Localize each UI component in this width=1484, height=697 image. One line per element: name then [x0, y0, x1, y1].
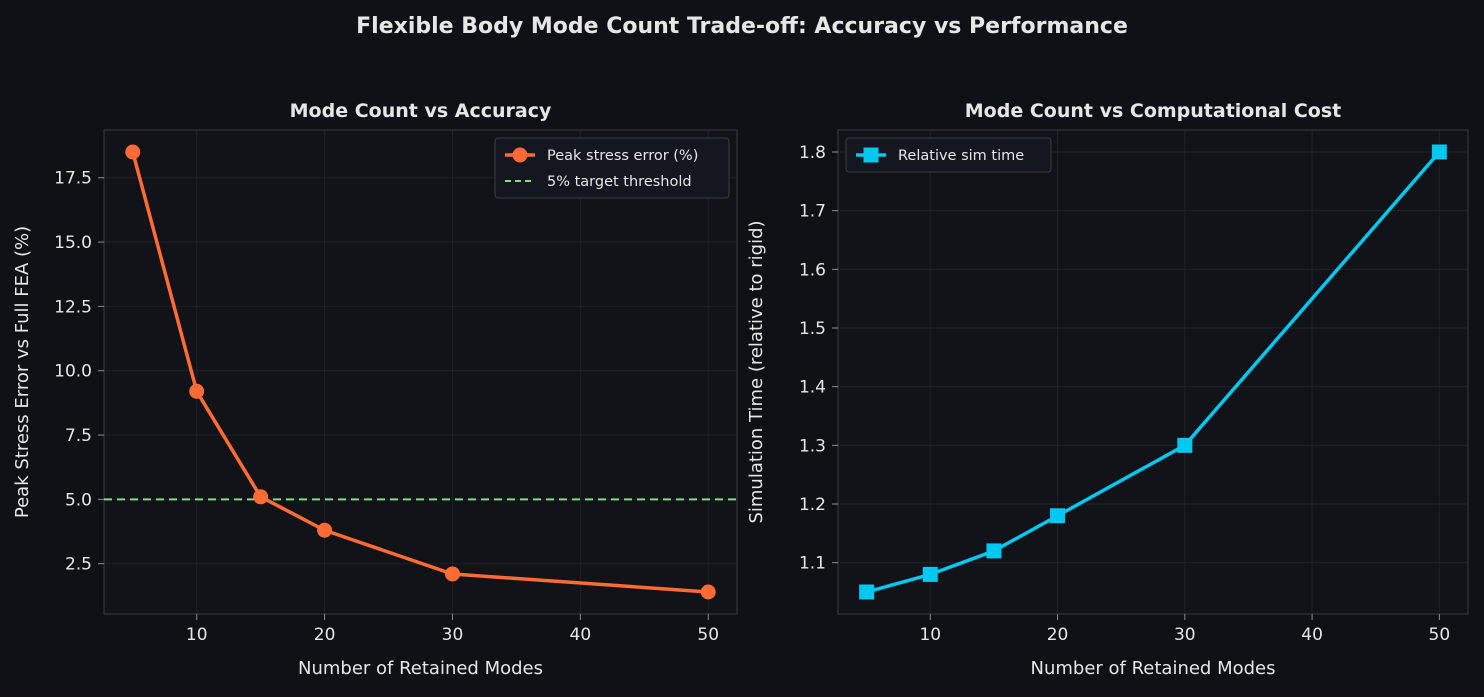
x-tick-label: 20 [314, 625, 336, 645]
figure-suptitle: Flexible Body Mode Count Trade-off: Accu… [356, 14, 1128, 39]
x-tick-label: 10 [186, 625, 208, 645]
y-tick-label: 1.7 [799, 202, 826, 222]
legend-swatch-marker [863, 147, 879, 163]
x-tick-label: 30 [1174, 625, 1196, 645]
legend-box [494, 137, 730, 199]
y-axis-label: Peak Stress Error vs Full FEA (%) [12, 226, 33, 518]
y-tick-label: 5.0 [65, 490, 92, 510]
plot-area [838, 130, 1468, 614]
cost-panel: 10 20 30 40 50 1.1 1.2 1.3 1.4 1.5 1.6 1.7 1.8 Mode C… [746, 100, 1469, 679]
data-point [189, 383, 205, 399]
y-tick-label: 1.1 [799, 554, 826, 574]
data-point [859, 584, 875, 600]
y-tick-label: 15.0 [54, 233, 92, 253]
legend-label: Relative sim time [898, 148, 1024, 164]
y-tick-label: 1.2 [799, 495, 826, 515]
x-axis-label: Number of Retained Modes [298, 658, 543, 679]
data-point [444, 566, 460, 582]
data-point [253, 489, 269, 505]
y-tick-label: 1.5 [799, 319, 826, 339]
y-tick-label: 10.0 [54, 362, 92, 382]
legend: Peak stress error (%) 5% target threshold [494, 137, 730, 199]
y-tick-label: 17.5 [54, 169, 92, 189]
y-tick-label: 7.5 [65, 426, 92, 446]
series-line [131, 151, 709, 594]
chart-title: Mode Count vs Accuracy [290, 100, 552, 122]
legend-label: 5% target threshold [547, 174, 692, 190]
chart-title: Mode Count vs Computational Cost [965, 100, 1341, 122]
data-point [1177, 437, 1193, 453]
y-tick-label: 1.3 [799, 436, 826, 456]
legend-swatch-marker [512, 147, 528, 163]
x-tick-label: 30 [442, 625, 464, 645]
legend: Relative sim time [845, 137, 1052, 173]
y-axis-label: Simulation Time (relative to rigid) [746, 220, 767, 523]
series-line [866, 150, 1441, 594]
x-tick-label: 40 [1301, 625, 1323, 645]
axes-frame [837, 129, 1469, 615]
y-tick-label: 12.5 [54, 297, 92, 317]
x-tick-label: 10 [919, 625, 941, 645]
x-tick-label: 50 [1429, 625, 1451, 645]
y-tick-label: 1.6 [799, 260, 826, 280]
data-point [700, 584, 716, 600]
y-tick-label: 2.5 [65, 555, 92, 575]
legend-label: Peak stress error (%) [547, 148, 698, 164]
plot-area [104, 130, 737, 614]
data-point [1050, 508, 1066, 524]
x-tick-label: 50 [697, 625, 719, 645]
x-axis-label: Number of Retained Modes [1030, 658, 1275, 679]
legend-box [845, 137, 1052, 173]
data-point [125, 144, 141, 160]
data-point [1431, 144, 1447, 160]
y-tick-label: 1.4 [799, 378, 826, 398]
axes-frame [103, 129, 738, 615]
x-tick-label: 20 [1047, 625, 1069, 645]
data-point [922, 566, 938, 582]
accuracy-panel: 10 20 30 40 50 2.5 5.0 7.5 10.0 12.5 15.0 17.5 Mode … [12, 100, 738, 679]
y-tick-label: 1.8 [799, 143, 826, 163]
x-tick-label: 40 [570, 625, 592, 645]
data-point [317, 522, 333, 538]
data-point [986, 543, 1002, 559]
